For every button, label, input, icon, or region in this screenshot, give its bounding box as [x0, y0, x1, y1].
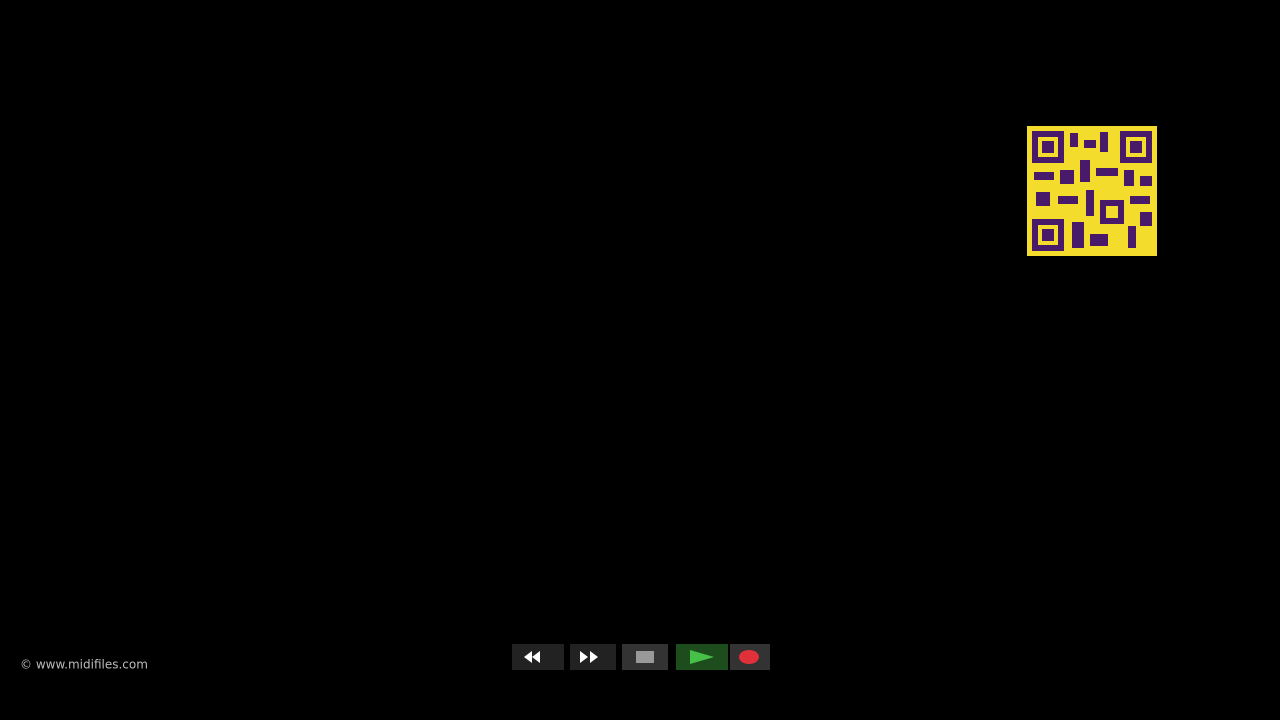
- record-icon: [739, 650, 759, 664]
- play-icon: [690, 650, 714, 664]
- footer: © www.midifiles.com: [20, 658, 148, 672]
- playback-controls: [512, 644, 770, 670]
- rewind-icon: [524, 651, 540, 663]
- stop-icon: [636, 651, 654, 663]
- forward-icon: [580, 651, 598, 663]
- qr-code[interactable]: [1027, 126, 1157, 256]
